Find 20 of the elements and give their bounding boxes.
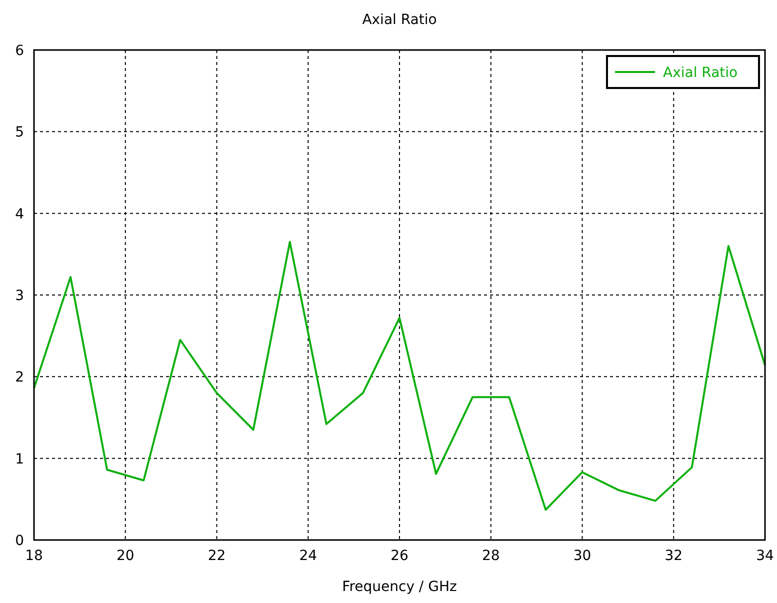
y-tick-label: 5 [15, 124, 24, 141]
y-tick-label: 6 [15, 43, 24, 59]
x-tick-label: 32 [664, 548, 683, 564]
y-tick-label: 1 [15, 451, 24, 468]
x-axis-title: Frequency / GHz [342, 579, 457, 595]
line-series [33, 240, 766, 511]
x-tick-label: 30 [573, 548, 592, 564]
legend-label: Axial Ratio [663, 65, 738, 81]
x-tick-label: 18 [25, 548, 43, 564]
y-tick-label: 4 [15, 206, 24, 222]
x-tick-label: 26 [390, 548, 408, 564]
x-tick-label: 20 [116, 548, 134, 564]
x-tick-label: 22 [208, 548, 226, 564]
x-tick-label: 24 [299, 548, 318, 564]
y-tick-label: 2 [15, 370, 24, 386]
chart-title: Axial Ratio [362, 12, 437, 28]
x-tick-label: 28 [482, 548, 500, 564]
x-tick-label: 34 [756, 548, 774, 564]
y-tick-label: 3 [15, 288, 24, 304]
y-tick-label: 0 [15, 533, 24, 549]
